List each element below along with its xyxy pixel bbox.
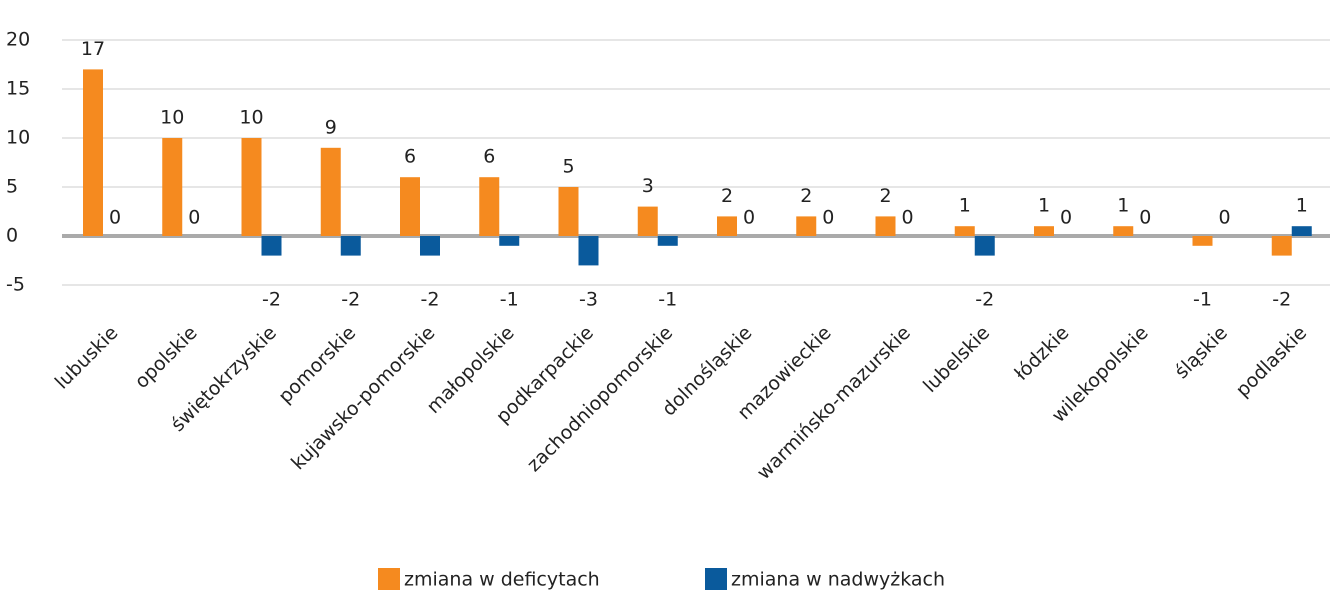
data-label: 0 <box>822 207 834 229</box>
x-tick-label: lubelskie <box>919 322 994 397</box>
bar <box>578 236 599 266</box>
bar <box>558 187 579 236</box>
bar <box>796 216 817 236</box>
data-label: 5 <box>562 156 574 178</box>
x-tick-label: łódzkie <box>1010 322 1073 385</box>
data-label: 0 <box>109 207 121 229</box>
bar <box>162 138 183 236</box>
bar <box>320 147 341 236</box>
bar <box>1113 226 1134 236</box>
data-label: 0 <box>1060 207 1072 229</box>
x-tick-label: warmińsko-mazurskie <box>753 322 915 484</box>
data-label: -2 <box>262 289 281 311</box>
bar <box>83 69 103 237</box>
x-tick-label: podlaskie <box>1232 322 1312 402</box>
bar <box>637 206 658 236</box>
legend-swatch <box>705 568 727 590</box>
data-label: -1 <box>500 289 519 311</box>
data-label: -3 <box>579 289 598 311</box>
x-tick-label: zachodniopomorskie <box>523 322 677 476</box>
bar <box>974 236 995 256</box>
data-label: 0 <box>1218 207 1230 229</box>
data-label: 10 <box>160 107 184 129</box>
bar <box>499 236 520 246</box>
bar <box>340 236 361 256</box>
data-label: 2 <box>800 185 812 207</box>
data-label: 17 <box>81 38 105 60</box>
y-tick-label: 0 <box>6 225 18 247</box>
data-label: -2 <box>1272 289 1291 311</box>
data-label: 3 <box>642 175 654 197</box>
bar <box>261 236 282 256</box>
y-tick-label: 5 <box>6 176 18 198</box>
legend-label: zmiana w nadwyżkach <box>731 569 945 591</box>
data-label: 2 <box>879 185 891 207</box>
y-tick-label: 20 <box>6 29 30 51</box>
data-label: -2 <box>421 289 440 311</box>
bar <box>479 177 500 236</box>
bar <box>954 226 975 236</box>
x-tick-label: śląskie <box>1171 322 1232 383</box>
data-label: 2 <box>721 185 733 207</box>
data-label: 6 <box>404 146 416 168</box>
data-label: 0 <box>188 207 200 229</box>
legend-label: zmiana w deficytach <box>404 569 600 591</box>
bar <box>1192 236 1213 246</box>
data-label: 6 <box>483 146 495 168</box>
bar <box>1034 226 1054 236</box>
y-tick-label: -5 <box>6 274 25 296</box>
data-label: 1 <box>959 195 971 217</box>
y-tick-label: 15 <box>6 78 30 100</box>
bar <box>717 216 737 236</box>
data-label: -1 <box>658 289 677 311</box>
data-label: -2 <box>975 289 994 311</box>
data-label: 0 <box>1139 207 1151 229</box>
bar <box>657 236 678 246</box>
data-label: 10 <box>239 107 263 129</box>
bar <box>1291 226 1312 236</box>
bar <box>420 236 440 256</box>
data-label: 0 <box>901 207 913 229</box>
x-tick-label: pomorskie <box>274 322 360 408</box>
data-label: -1 <box>1193 289 1212 311</box>
data-label: 1 <box>1038 195 1050 217</box>
data-label: 9 <box>325 116 337 138</box>
data-label: 1 <box>1296 195 1308 217</box>
data-label: -2 <box>341 289 360 311</box>
bar <box>875 216 896 236</box>
x-tick-label: lubuskie <box>51 322 123 394</box>
bar <box>1271 236 1292 256</box>
bar <box>241 138 262 236</box>
data-label: 1 <box>1117 195 1129 217</box>
x-tick-label: kujawsko-pomorskie <box>287 322 439 474</box>
x-tick-label: opolskie <box>131 322 202 393</box>
legend-swatch <box>378 568 400 590</box>
bar <box>400 177 420 236</box>
y-tick-label: 10 <box>6 127 30 149</box>
data-label: 0 <box>743 207 755 229</box>
